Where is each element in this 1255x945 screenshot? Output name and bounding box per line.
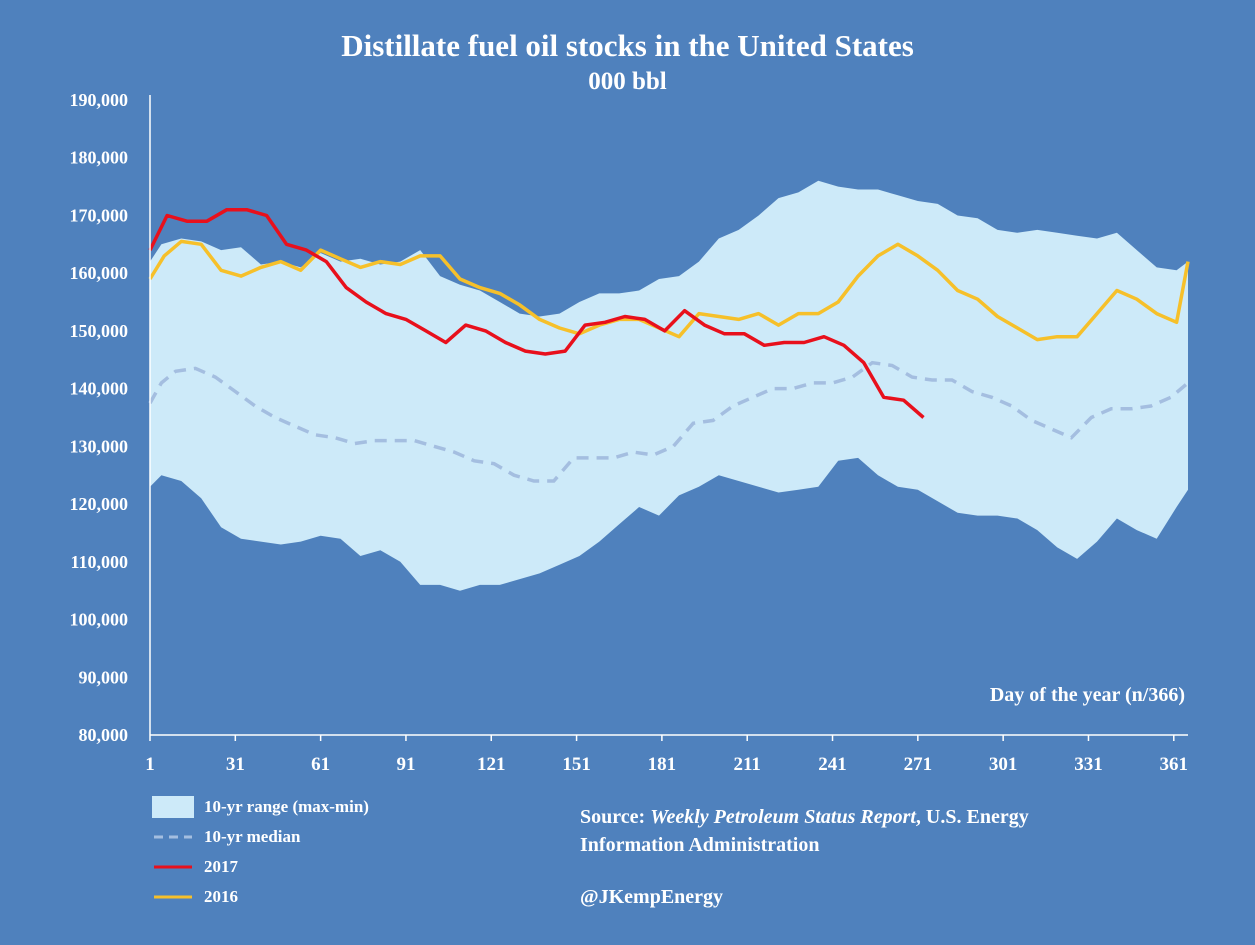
chart-title: Distillate fuel oil stocks in the United…: [341, 28, 914, 63]
series-2016-line: [148, 239, 1190, 342]
x-tick-label: 91: [396, 754, 415, 775]
median-layer: [148, 360, 1190, 483]
series-2017-line: [148, 207, 925, 419]
x-tick-label: 151: [562, 754, 591, 775]
legend: 10-yr range (max-min) 10-yr median 2017 …: [152, 792, 369, 912]
source-note: Source: Weekly Petroleum Status Report, …: [580, 803, 1180, 859]
y-tick-label: 140,000: [70, 379, 129, 399]
source-suffix: , U.S. Energy: [915, 806, 1029, 828]
legend-swatch-median: [154, 835, 192, 839]
y-tick-label: 180,000: [70, 148, 129, 168]
legend-label-median: 10-yr median: [204, 827, 301, 846]
y-tick-label: 160,000: [70, 263, 129, 283]
range-band-area: [150, 180, 1188, 591]
x-tick-label: 301: [989, 754, 1018, 775]
y-tick-label: 100,000: [70, 610, 129, 630]
y-tick-label: 110,000: [70, 552, 128, 572]
y-tick-label: 170,000: [70, 205, 129, 225]
y-tick-label: 190,000: [70, 90, 129, 110]
x-tick-label: 61: [311, 754, 330, 775]
x-tick-label: 361: [1160, 754, 1189, 775]
x-axis-label: Day of the year (n/366): [989, 684, 1185, 706]
axes-layer: 80,000 90,000 100,000 110,000 120,000 130,000…: [70, 90, 1189, 775]
x-tick-label: 121: [477, 754, 506, 775]
y-tick-label: 90,000: [79, 667, 129, 687]
y-tick-label: 130,000: [70, 436, 129, 456]
legend-item-median: 10-yr median: [152, 822, 369, 852]
legend-swatch-range: [152, 796, 194, 818]
legend-swatch-2017: [154, 865, 192, 869]
lines-layer: [148, 207, 1190, 419]
source-publication: Weekly Petroleum Status Report: [650, 806, 916, 828]
x-tick-label: 211: [733, 754, 760, 775]
legend-label-2016: 2016: [204, 887, 238, 906]
author-handle: @JKempEnergy: [580, 886, 724, 908]
x-tick-label: 31: [226, 754, 245, 775]
x-tick-label: 181: [648, 754, 677, 775]
chart-subtitle: 000 bbl: [588, 68, 667, 95]
legend-swatch-2016: [154, 895, 192, 899]
legend-item-2016: 2016: [152, 882, 369, 912]
legend-item-2017: 2017: [152, 852, 369, 882]
x-tick-label: 241: [818, 754, 847, 775]
source-prefix: Source:: [580, 806, 651, 828]
x-tick-label: 271: [904, 754, 933, 775]
legend-item-range: 10-yr range (max-min): [152, 792, 369, 822]
y-tick-label: 80,000: [79, 725, 129, 745]
source-line-2: Information Administration: [580, 834, 820, 856]
y-tick-label: 120,000: [70, 494, 129, 514]
x-tick-label: 331: [1074, 754, 1103, 775]
legend-label-2017: 2017: [204, 857, 238, 876]
legend-label-range: 10-yr range (max-min): [204, 797, 369, 816]
range-band-layer: [150, 180, 1188, 591]
x-tick-label: 1: [145, 754, 155, 775]
y-tick-label: 150,000: [70, 321, 129, 341]
median-line: [148, 360, 1190, 483]
